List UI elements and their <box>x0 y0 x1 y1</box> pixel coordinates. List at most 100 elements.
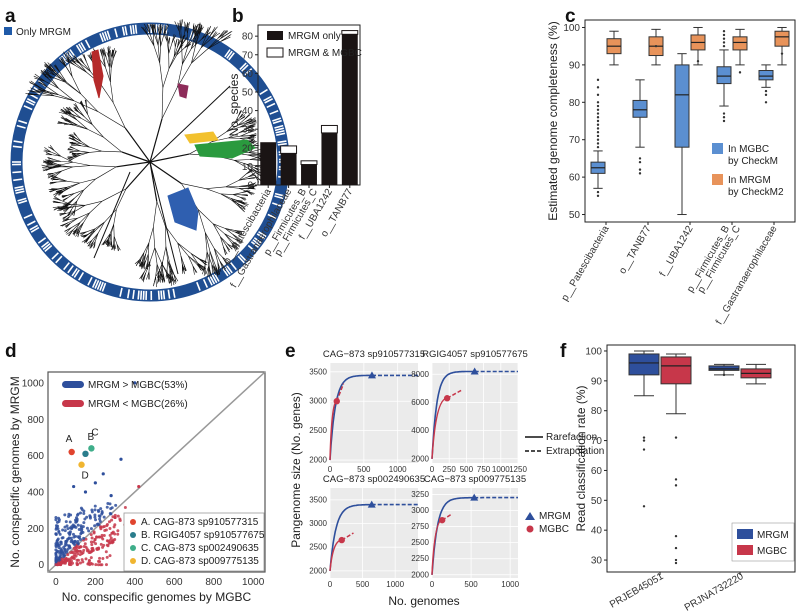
tree-branch <box>61 165 73 168</box>
legend-swatch <box>266 47 284 58</box>
scatter-point <box>79 532 83 536</box>
scatter-point <box>93 481 97 485</box>
panel-label-c: c <box>565 6 576 27</box>
tree-branch <box>143 23 151 34</box>
tree-branch <box>238 178 249 181</box>
tree-branch <box>209 28 217 37</box>
tree-branch <box>203 265 206 276</box>
scatter-point <box>108 527 112 531</box>
tree-branch <box>87 128 104 138</box>
tree-branch <box>101 150 122 153</box>
ring-gap <box>12 145 22 149</box>
tree-branch <box>166 32 169 42</box>
x-tick-label: 0 <box>328 580 333 589</box>
tree-branch <box>173 49 179 57</box>
ring-gap <box>140 290 143 300</box>
outlier-point <box>596 116 600 119</box>
ring-gap <box>75 44 82 54</box>
tree-branch <box>247 140 255 145</box>
tree-branch <box>74 64 87 73</box>
tree-branch <box>113 236 115 245</box>
y-tick-label: 600 <box>27 451 44 462</box>
subplot-3: CAG−873 sp002490635 2000 2500 3000 3500 0 500 1… <box>309 474 425 589</box>
scatter-point <box>82 544 86 548</box>
tree-branch <box>134 259 140 265</box>
tree-branch <box>86 240 93 245</box>
x-tick-label: 500 <box>356 580 370 589</box>
scatter-point <box>76 523 80 527</box>
y-tick-label: 2500 <box>309 426 327 435</box>
scatter-point <box>80 527 84 531</box>
tree-branch <box>103 137 122 153</box>
scatter-point <box>82 536 86 540</box>
ring-gap <box>137 290 140 300</box>
tree-branch <box>103 239 108 244</box>
tree-branch <box>184 23 189 32</box>
outlier-point <box>722 116 726 119</box>
tree-branch <box>167 273 174 282</box>
tree-branch <box>55 64 61 73</box>
tree-branch <box>248 152 261 154</box>
scatter-point <box>137 484 141 489</box>
tree-branch <box>62 195 68 197</box>
highlight-label-B: B <box>87 432 94 443</box>
tree-branch <box>34 73 45 82</box>
tree-branch <box>44 147 52 153</box>
x-tick-label: 1000 <box>242 577 265 588</box>
outlier-point <box>674 484 678 487</box>
tree-branch <box>176 47 185 56</box>
ring-gap <box>250 241 259 248</box>
tree-branch <box>58 88 75 102</box>
ring-gap <box>73 269 80 278</box>
plot-frame <box>47 371 266 573</box>
tree-branch <box>110 241 112 247</box>
tree-branch <box>47 62 54 72</box>
tree-branch <box>227 243 233 250</box>
tree-branch <box>54 74 67 83</box>
tree-branch <box>65 66 73 77</box>
tree-branch <box>145 242 150 254</box>
scatter-point <box>69 536 73 540</box>
legend-mgbc: MGBC <box>539 524 569 535</box>
ring-gap <box>26 220 36 226</box>
tree-branch <box>213 248 221 262</box>
box-iqr <box>674 64 690 148</box>
tree-branch <box>238 173 247 181</box>
scatter-point <box>77 546 81 550</box>
tree-branch <box>45 152 53 156</box>
tree-branch <box>76 119 88 130</box>
tree-branch <box>211 264 217 273</box>
tree-branch <box>239 204 246 210</box>
scatter-point <box>93 504 97 508</box>
scatter-point <box>90 508 94 512</box>
outlier-point <box>780 52 784 55</box>
tree-branch <box>125 161 151 190</box>
scatter-point <box>75 513 79 517</box>
tree-branch <box>58 121 65 124</box>
tree-branch <box>149 247 156 263</box>
panel-label-e: e <box>285 341 296 362</box>
outlier-point <box>722 112 726 115</box>
tree-branch <box>55 71 67 83</box>
tree-branch <box>47 78 59 89</box>
tree-branch <box>196 264 202 271</box>
scatter-point <box>89 540 93 544</box>
scatter-point <box>108 533 112 537</box>
tree-branch <box>208 265 211 278</box>
tree-branch <box>188 255 194 267</box>
scatter-point <box>84 557 88 561</box>
tree-branch <box>109 224 115 234</box>
tree-branch <box>219 261 224 270</box>
tree-branch <box>69 141 75 144</box>
scatter-point <box>54 563 58 567</box>
tree-branch <box>64 108 72 114</box>
legend-mrgm: MRGM <box>757 530 789 541</box>
tree-branch <box>222 257 228 266</box>
tree-branch <box>93 241 96 249</box>
tree-branch <box>68 106 74 112</box>
tree-branch <box>241 202 248 207</box>
tree-branch <box>226 126 240 132</box>
tree-branch <box>177 242 189 257</box>
ring-gap <box>226 50 233 59</box>
